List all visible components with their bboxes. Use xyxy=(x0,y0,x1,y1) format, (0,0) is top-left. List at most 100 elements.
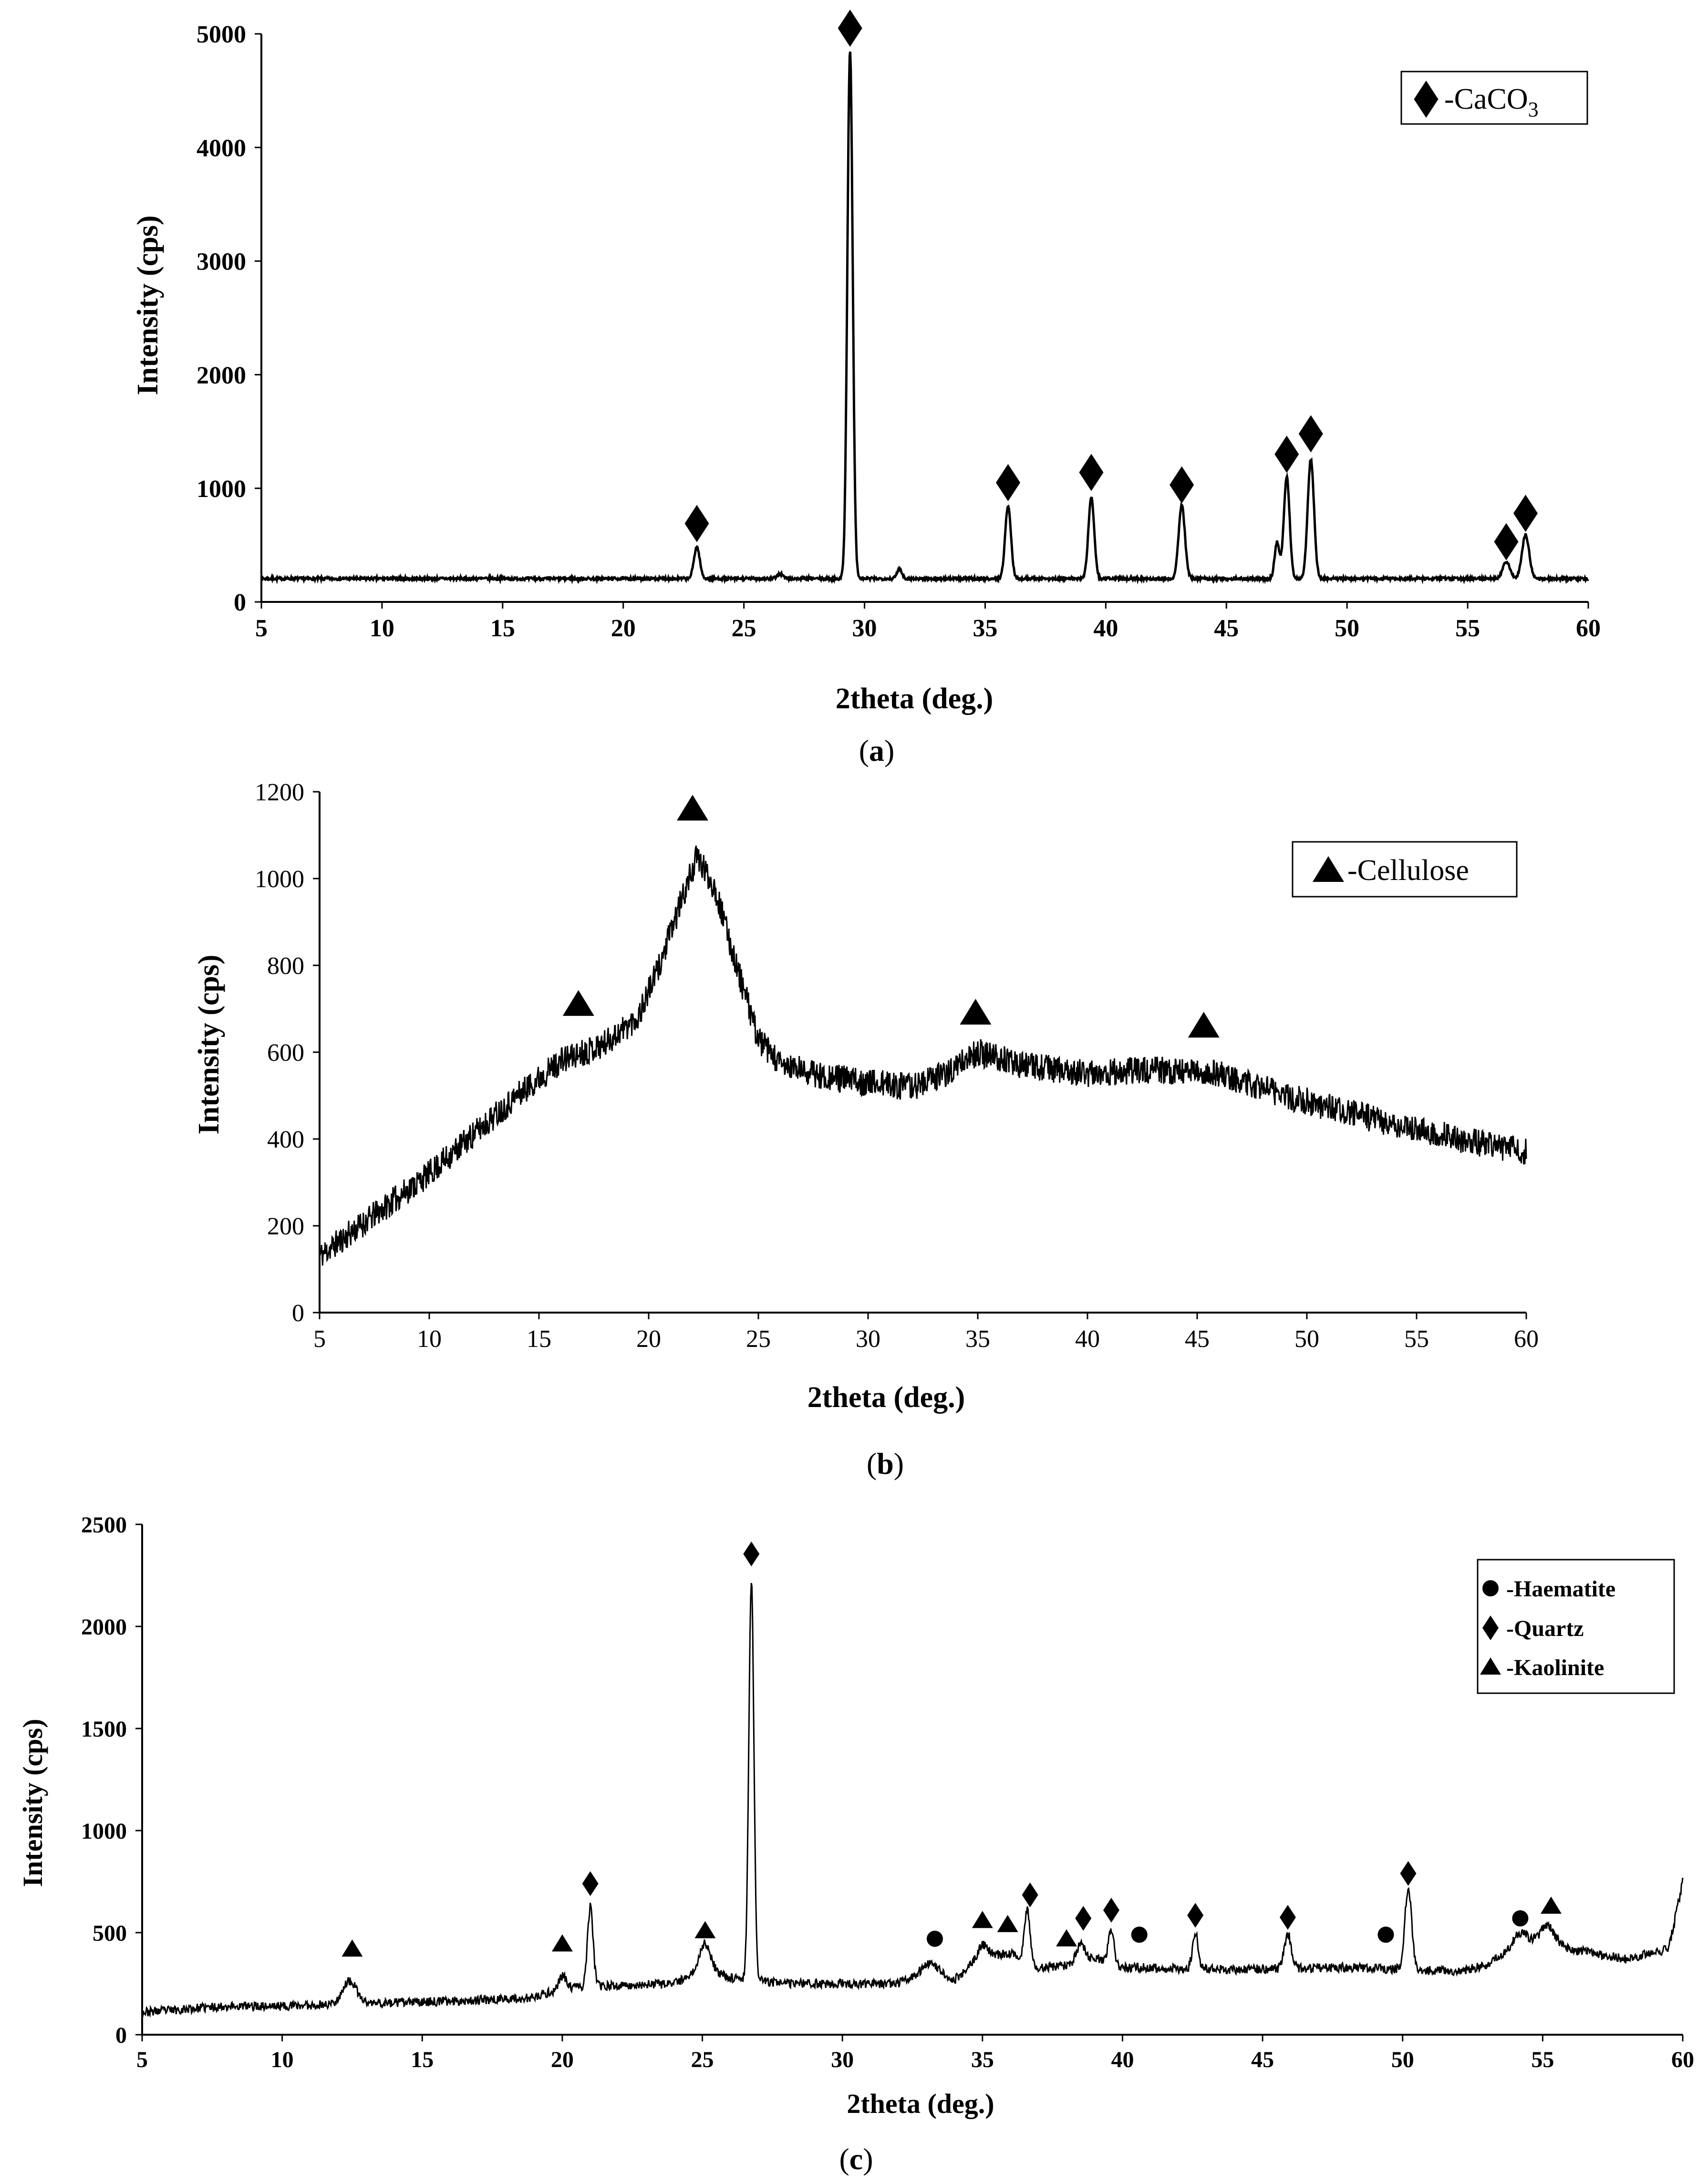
chart-b-marker-cellulose-triangle-icon xyxy=(562,990,594,1016)
chart-b-x-tick-label: 35 xyxy=(965,1325,990,1353)
chart-a-marker-caco3-diamond-icon xyxy=(838,10,862,47)
chart-a-marker-caco3-diamond-icon xyxy=(1298,415,1323,453)
chart-c-legend-label-kaolinite: -Kaolinite xyxy=(1506,1655,1604,1680)
chart-b-x-tick-label: 5 xyxy=(313,1325,326,1353)
chart-a-y-tick-label: 5000 xyxy=(197,21,246,48)
chart-a-marker-caco3-diamond-icon xyxy=(1079,454,1104,491)
chart-b-y-tick-label: 400 xyxy=(267,1126,304,1153)
chart-a-marker-caco3-diamond-icon xyxy=(1513,495,1538,532)
chart-c: 5 10 15 20 25 30 35 40 45 50 55 60 0 500 1000 1500 2000 2… xyxy=(17,1512,1694,2176)
chart-c-ylabel: Intensity (cps) xyxy=(17,1719,48,1887)
chart-a: 5 10 15 20 25 30 35 40 45 50 55 60 0 1000 2000 3000 4000… xyxy=(132,10,1601,767)
chart-b-legend-label: -Cellulose xyxy=(1347,854,1469,887)
chart-a-marker-caco3-diamond-icon xyxy=(1494,523,1519,560)
chart-a-xlabel: 2theta (deg.) xyxy=(836,683,994,715)
chart-a-y-tick-label: 1000 xyxy=(197,476,246,503)
chart-a-x-tick-label: 25 xyxy=(732,615,756,642)
chart-c-y-tick-label: 1000 xyxy=(81,1819,127,1844)
chart-b-x-tick-label: 10 xyxy=(417,1325,442,1353)
chart-a-x-tick-label: 15 xyxy=(490,615,515,642)
chart-b-caption: (b) xyxy=(867,1447,904,1480)
chart-c-x-tick-label: 45 xyxy=(1251,2047,1274,2072)
chart-b-y-tick-label: 1000 xyxy=(255,866,304,893)
chart-c-xlabel: 2theta (deg.) xyxy=(847,2088,994,2119)
chart-a-x-tick-label: 50 xyxy=(1335,615,1359,642)
chart-a-x-tick-label: 40 xyxy=(1093,615,1118,642)
chart-c-x-tick-label: 30 xyxy=(831,2047,854,2072)
chart-c-y-tick-label: 500 xyxy=(93,1921,127,1946)
chart-c-marker-kaolinite-triangle-icon xyxy=(1056,1929,1077,1946)
chart-c-marker-quartz-diamond-icon xyxy=(1400,1861,1417,1886)
chart-b-pattern-line xyxy=(319,845,1527,1266)
chart-a-y-tick-label: 3000 xyxy=(197,248,246,276)
chart-b-x-tick-label: 50 xyxy=(1294,1325,1319,1353)
chart-b-x-tick-label: 55 xyxy=(1404,1325,1429,1353)
chart-a-marker-caco3-diamond-icon xyxy=(1170,466,1194,504)
chart-b-ylabel: Intensity (cps) xyxy=(193,954,225,1134)
chart-a-caption: (a) xyxy=(859,734,895,767)
chart-c-legend-box xyxy=(1477,1559,1675,1694)
chart-b-marker-cellulose-triangle-icon xyxy=(960,999,992,1025)
chart-c-y-tick-label: 2000 xyxy=(81,1615,127,1640)
chart-c-x-tick-label: 5 xyxy=(136,2047,148,2072)
chart-c-x-tick-label: 25 xyxy=(691,2047,714,2072)
chart-c-marker-haematite-circle-icon xyxy=(1131,1926,1148,1943)
chart-b-x-tick-label: 15 xyxy=(527,1325,551,1353)
chart-a-x-tick-label: 55 xyxy=(1455,615,1480,642)
chart-c-legend-circle-icon xyxy=(1482,1580,1499,1596)
chart-c-x-tick-label: 55 xyxy=(1531,2047,1554,2072)
chart-b-x-tick-label: 25 xyxy=(746,1325,771,1353)
chart-c-marker-kaolinite-triangle-icon xyxy=(551,1934,573,1952)
chart-a-x-tick-label: 10 xyxy=(370,615,394,642)
chart-b-x-tick-label: 60 xyxy=(1514,1325,1539,1353)
chart-c-marker-quartz-diamond-icon xyxy=(1075,1906,1092,1931)
chart-c-marker-kaolinite-triangle-icon xyxy=(1540,1896,1562,1914)
chart-c-marker-kaolinite-triangle-icon xyxy=(694,1921,716,1938)
chart-c-marker-haematite-circle-icon xyxy=(926,1930,943,1947)
chart-c-marker-quartz-diamond-icon xyxy=(582,1871,599,1896)
chart-c-marker-quartz-diamond-icon xyxy=(1022,1882,1038,1907)
chart-b-x-tick-label: 30 xyxy=(856,1325,880,1353)
chart-c-marker-quartz-diamond-icon xyxy=(1103,1897,1119,1923)
chart-c-x-tick-label: 50 xyxy=(1391,2047,1414,2072)
chart-c-y-tick-label: 1500 xyxy=(81,1717,127,1742)
chart-a-x-tick-label: 5 xyxy=(255,615,268,642)
chart-c-x-tick-label: 20 xyxy=(551,2047,574,2072)
chart-a-pattern-line xyxy=(260,52,1589,585)
chart-a-legend-label: -CaCO3 xyxy=(1444,83,1539,121)
chart-b-marker-cellulose-triangle-icon xyxy=(1188,1012,1220,1038)
chart-b-legend-triangle-icon xyxy=(1313,856,1344,882)
chart-a-legend-diamond-icon xyxy=(1414,81,1439,118)
chart-c-x-tick-label: 10 xyxy=(271,2047,294,2072)
chart-c-marker-kaolinite-triangle-icon xyxy=(997,1915,1018,1932)
chart-c-marker-haematite-circle-icon xyxy=(1512,1910,1529,1927)
chart-a-x-tick-label: 45 xyxy=(1214,615,1239,642)
chart-a-marker-caco3-diamond-icon xyxy=(996,464,1021,501)
chart-a-y-tick-label: 2000 xyxy=(197,362,246,389)
chart-c-marker-quartz-diamond-icon xyxy=(1187,1903,1204,1928)
chart-b-y-tick-label: 200 xyxy=(267,1213,304,1240)
chart-c-caption: (c) xyxy=(839,2142,873,2176)
chart-c-legend-label-quartz: -Quartz xyxy=(1506,1616,1584,1641)
chart-a-y-tick-label: 4000 xyxy=(197,135,246,162)
chart-c-marker-kaolinite-triangle-icon xyxy=(972,1911,993,1928)
chart-c-pattern-line xyxy=(142,1583,1684,2018)
chart-a-y-tick-label: 0 xyxy=(234,589,246,616)
chart-b-x-tick-label: 45 xyxy=(1185,1325,1210,1353)
chart-b-y-tick-label: 1200 xyxy=(255,779,304,806)
chart-c-y-tick-label: 2500 xyxy=(81,1512,127,1538)
chart-b-y-tick-label: 800 xyxy=(267,952,304,980)
chart-c-x-tick-label: 35 xyxy=(971,2047,994,2072)
chart-a-ylabel: Intensity (cps) xyxy=(132,215,164,395)
chart-c-y-tick-label: 0 xyxy=(115,2023,127,2048)
chart-b-legend: -Cellulose xyxy=(1292,841,1518,898)
chart-c-legend: -Haematite -Quartz -Kaolinite xyxy=(1477,1559,1675,1694)
chart-a-x-tick-label: 60 xyxy=(1576,615,1601,642)
chart-b-y-tick-label: 0 xyxy=(292,1300,304,1327)
chart-c-x-tick-label: 40 xyxy=(1111,2047,1134,2072)
chart-c-marker-quartz-diamond-icon xyxy=(1279,1905,1296,1930)
chart-c-legend-diamond-icon xyxy=(1482,1615,1499,1640)
chart-b-y-tick-label: 600 xyxy=(267,1039,304,1066)
chart-a-x-tick-label: 30 xyxy=(852,615,877,642)
